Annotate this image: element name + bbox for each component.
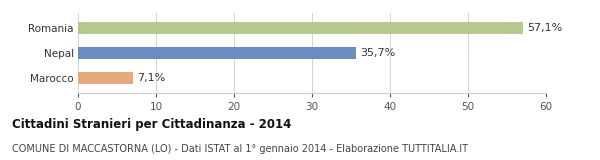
Bar [78, 72, 133, 84]
Text: Cittadini Stranieri per Cittadinanza - 2014: Cittadini Stranieri per Cittadinanza - 2… [12, 118, 292, 131]
Bar [78, 47, 356, 59]
Text: 35,7%: 35,7% [361, 48, 395, 58]
Bar [78, 22, 523, 34]
Text: 57,1%: 57,1% [527, 23, 563, 33]
Text: 7,1%: 7,1% [137, 73, 166, 83]
Text: COMUNE DI MACCASTORNA (LO) - Dati ISTAT al 1° gennaio 2014 - Elaborazione TUTTIT: COMUNE DI MACCASTORNA (LO) - Dati ISTAT … [12, 144, 468, 154]
